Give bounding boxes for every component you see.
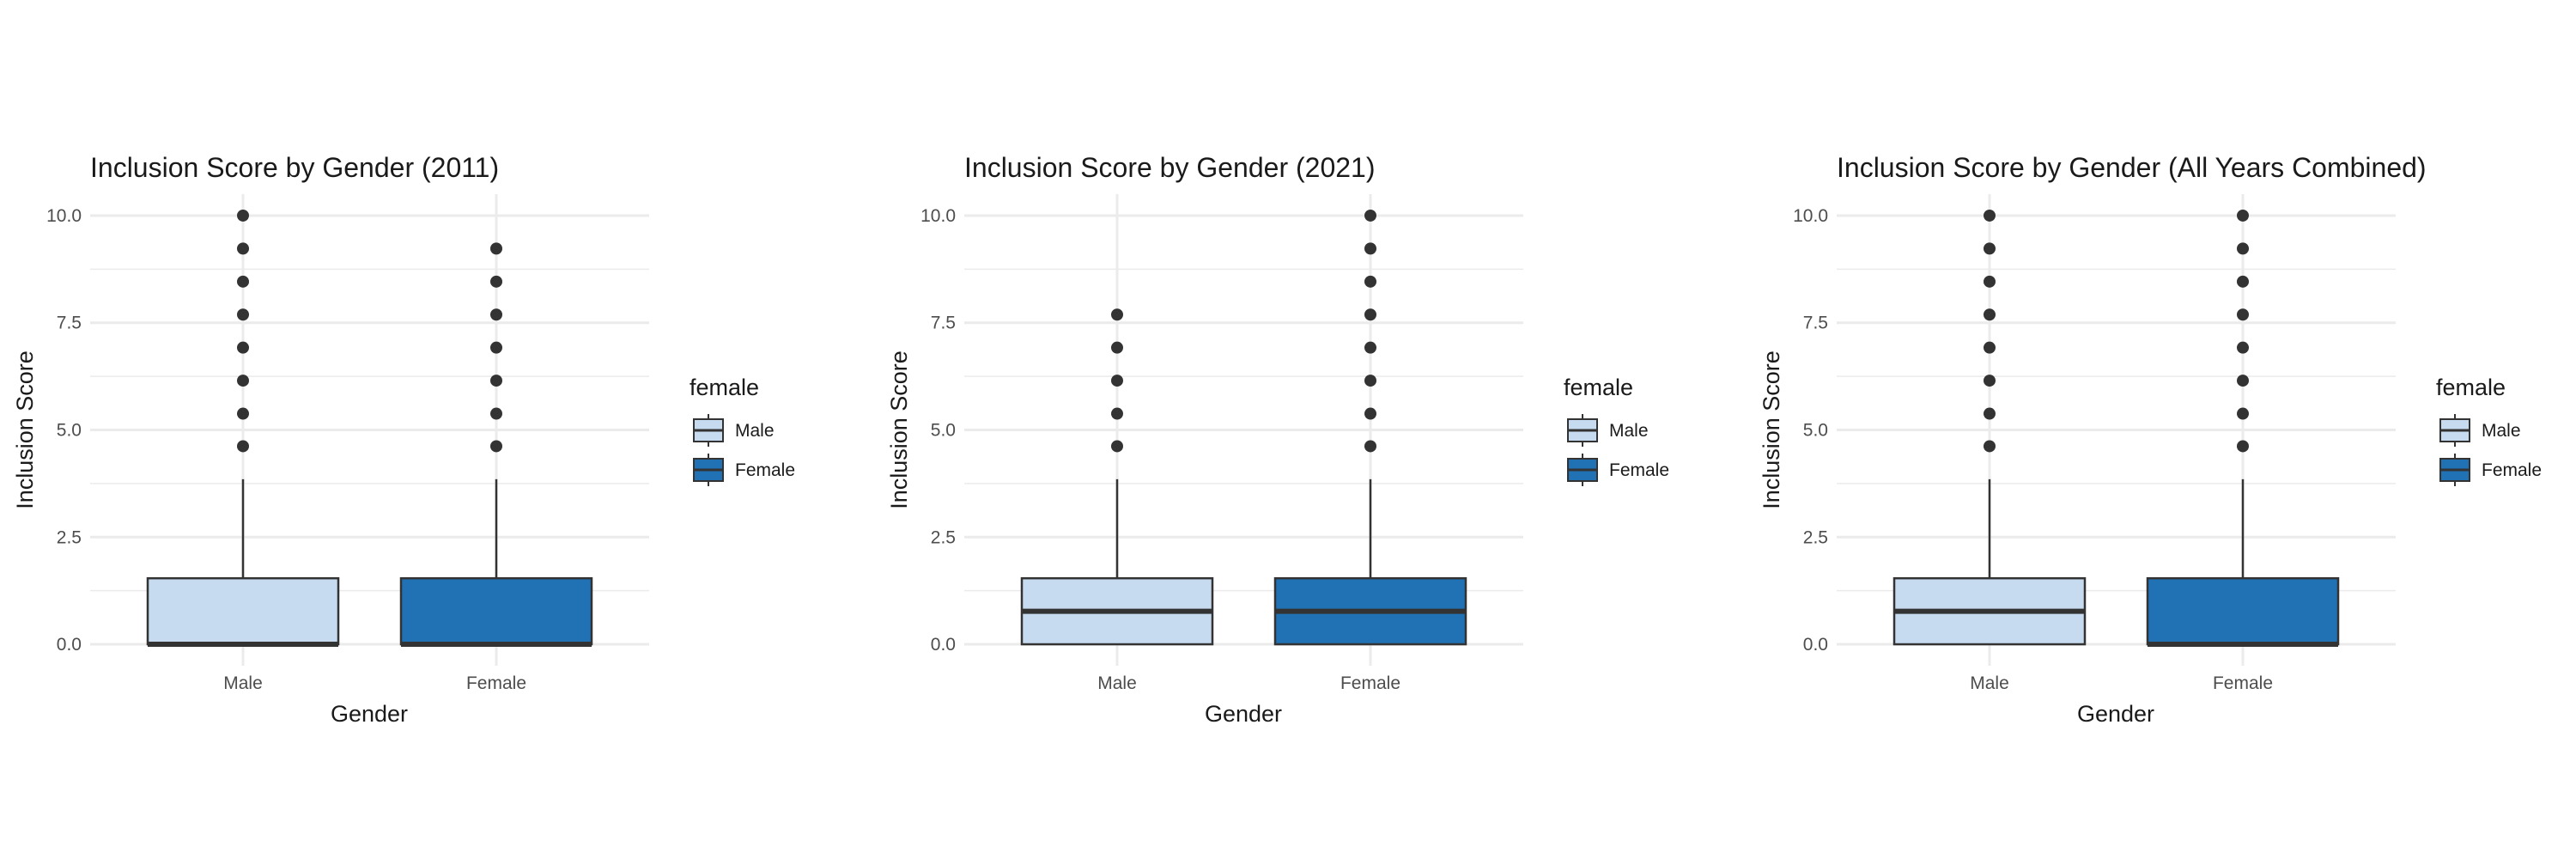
outlier-point (237, 242, 249, 255)
outlier-point (237, 440, 249, 453)
outlier-point (1984, 341, 1996, 354)
outlier-point (490, 407, 502, 420)
x-tick-label: Male (1970, 673, 2009, 693)
outlier-point (490, 341, 502, 354)
outlier-point (1364, 341, 1376, 354)
outlier-point (2237, 407, 2249, 420)
outlier-point (237, 308, 249, 321)
y-axis-title: Inclusion Score (1759, 350, 1784, 509)
legend: female Male Female (690, 375, 795, 486)
chart-title: Inclusion Score by Gender (All Years Com… (1837, 152, 2427, 183)
outlier-point (490, 308, 502, 321)
outlier-point (237, 407, 249, 420)
legend-label: Male (2482, 421, 2521, 441)
outlier-point (1984, 440, 1996, 453)
y-tick-label: 5.0 (1803, 421, 1828, 441)
y-tick-label: 10.0 (1793, 206, 1828, 226)
legend-title: female (2436, 375, 2506, 400)
x-axis-title: Gender (1205, 701, 1282, 727)
outlier-point (1984, 375, 1996, 387)
y-tick-label: 2.5 (931, 527, 956, 547)
box-male (146, 576, 340, 646)
y-tick-label: 5.0 (931, 421, 956, 441)
outlier-point (490, 375, 502, 387)
y-tick-label: 7.5 (1803, 314, 1828, 333)
outlier-point (1364, 209, 1376, 222)
box-female (399, 576, 593, 646)
x-axis-title: Gender (2077, 701, 2154, 727)
legend: female Male Female (1564, 375, 1669, 486)
outlier-point (490, 440, 502, 453)
y-axis-title: Inclusion Score (12, 350, 38, 509)
chart-panel-3: 0.0 2.5 5.0 7.5 10.0 Male Female Inclusion Scor… (1759, 152, 2542, 727)
x-tick-label: Female (466, 673, 526, 693)
y-tick-label: 10.0 (920, 206, 956, 226)
chart-panel-1: 0.0 2.5 5.0 7.5 10.0 Male Female Inclusion Scor… (12, 152, 795, 727)
legend-title: female (690, 375, 759, 400)
chart-panel-2: 0.0 2.5 5.0 7.5 10.0 Male Female Inclusion Scor… (886, 152, 1669, 727)
outlier-point (1984, 407, 1996, 420)
outlier-point (2237, 275, 2249, 288)
outlier-point (1364, 375, 1376, 387)
outlier-point (237, 275, 249, 288)
outlier-point (1364, 242, 1376, 255)
outlier-point (237, 375, 249, 387)
y-tick-label: 0.0 (57, 635, 82, 655)
legend-label: Female (735, 460, 795, 480)
y-tick-label: 5.0 (57, 421, 82, 441)
outlier-point (1984, 209, 1996, 222)
legend-title: female (1564, 375, 1633, 400)
outlier-point (1364, 440, 1376, 453)
y-tick-label: 0.0 (931, 635, 956, 655)
outlier-point (237, 341, 249, 354)
y-tick-label: 2.5 (57, 527, 82, 547)
outlier-point (1111, 440, 1123, 453)
outlier-point (490, 275, 502, 288)
outlier-point (1111, 375, 1123, 387)
outlier-point (2237, 308, 2249, 321)
legend-label: Female (1609, 460, 1669, 480)
outlier-point (1111, 407, 1123, 420)
outlier-point (1111, 308, 1123, 321)
x-tick-label: Female (2213, 673, 2273, 693)
y-axis-title: Inclusion Score (886, 350, 912, 509)
x-tick-label: Male (223, 673, 263, 693)
box-female (2146, 576, 2340, 646)
outlier-point (2237, 209, 2249, 222)
x-axis-title: Gender (331, 701, 408, 727)
outlier-point (2237, 242, 2249, 255)
chart-title: Inclusion Score by Gender (2021) (964, 152, 1375, 183)
outlier-point (1364, 308, 1376, 321)
y-tick-label: 10.0 (46, 206, 82, 226)
outlier-point (1364, 407, 1376, 420)
outlier-point (1111, 341, 1123, 354)
outlier-point (490, 242, 502, 255)
legend-label: Male (735, 421, 775, 441)
y-tick-label: 7.5 (57, 314, 82, 333)
outlier-point (237, 209, 249, 222)
legend: female Male Female (2436, 375, 2542, 486)
outlier-point (2237, 440, 2249, 453)
outlier-point (1984, 308, 1996, 321)
outlier-point (2237, 341, 2249, 354)
outlier-point (1984, 275, 1996, 288)
legend-label: Female (2482, 460, 2542, 480)
y-tick-label: 0.0 (1803, 635, 1828, 655)
y-tick-label: 7.5 (931, 314, 956, 333)
chart-title: Inclusion Score by Gender (2011) (90, 152, 499, 183)
x-tick-label: Male (1097, 673, 1137, 693)
legend-label: Male (1609, 421, 1649, 441)
outlier-point (1984, 242, 1996, 255)
y-tick-label: 2.5 (1803, 527, 1828, 547)
outlier-point (1364, 275, 1376, 288)
x-tick-label: Female (1340, 673, 1400, 693)
outlier-point (2237, 375, 2249, 387)
